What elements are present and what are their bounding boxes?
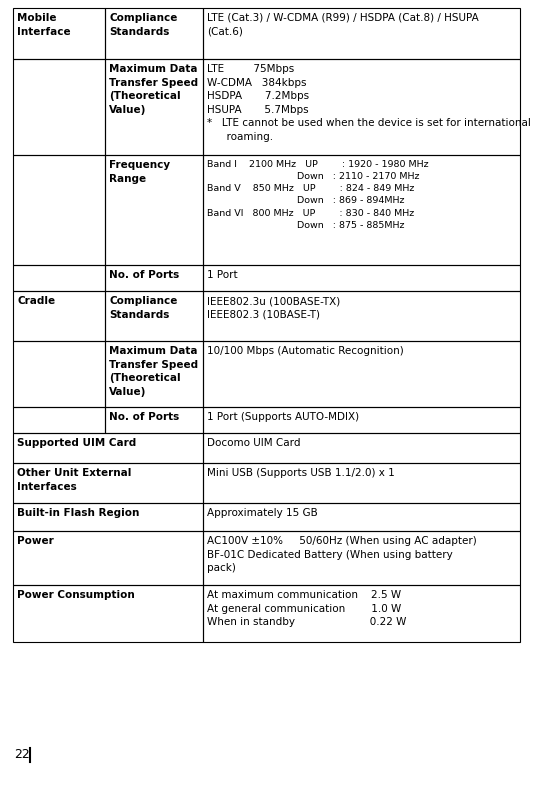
Text: No. of Ports: No. of Ports	[109, 270, 179, 280]
Bar	[105, 341, 203, 407]
Text: IEEE802.3u (100BASE-TX)
IEEE802.3 (10BASE-T): IEEE802.3u (100BASE-TX) IEEE802.3 (10BAS…	[207, 296, 340, 319]
Bar	[203, 8, 520, 59]
Text: LTE (Cat.3) / W-CDMA (R99) / HSDPA (Cat.8) / HSUPA
(Cat.6): LTE (Cat.3) / W-CDMA (R99) / HSDPA (Cat.…	[207, 13, 479, 37]
Text: Power Consumption: Power Consumption	[17, 590, 135, 600]
Bar	[203, 407, 520, 433]
Bar	[203, 341, 520, 407]
Text: 1 Port: 1 Port	[207, 270, 238, 280]
Text: Docomo UIM Card: Docomo UIM Card	[207, 438, 301, 448]
Bar	[105, 59, 203, 155]
Text: Approximately 15 GB: Approximately 15 GB	[207, 508, 318, 518]
Text: Frequency
Range: Frequency Range	[109, 160, 170, 184]
Text: Maximum Data
Transfer Speed
(Theoretical
Value): Maximum Data Transfer Speed (Theoretical…	[109, 64, 198, 114]
Bar	[13, 341, 105, 407]
Text: LTE         75Mbps
W-CDMA   384kbps
HSDPA       7.2Mbps
HSUPA       5.7Mbps
*   : LTE 75Mbps W-CDMA 384kbps HSDPA 7.2Mbps …	[207, 64, 531, 142]
Bar	[203, 433, 520, 463]
Text: 1 Port (Supports AUTO-MDIX): 1 Port (Supports AUTO-MDIX)	[207, 412, 359, 422]
Bar	[13, 463, 203, 503]
Bar	[13, 8, 105, 59]
Text: Band I    2100 MHz   UP        : 1920 - 1980 MHz
                              D: Band I 2100 MHz UP : 1920 - 1980 MHz D	[207, 160, 429, 230]
Bar	[203, 585, 520, 642]
Text: Compliance
Standards: Compliance Standards	[109, 296, 177, 319]
Bar	[203, 155, 520, 265]
Text: No. of Ports: No. of Ports	[109, 412, 179, 422]
Bar	[13, 433, 203, 463]
Bar	[13, 155, 105, 265]
Text: 22: 22	[14, 749, 30, 762]
Bar	[13, 585, 203, 642]
Text: Power: Power	[17, 536, 54, 546]
Bar	[203, 503, 520, 531]
Text: At maximum communication    2.5 W
At general communication        1.0 W
When in : At maximum communication 2.5 W At genera…	[207, 590, 406, 627]
Text: Built-in Flash Region: Built-in Flash Region	[17, 508, 139, 518]
Text: Other Unit External
Interfaces: Other Unit External Interfaces	[17, 468, 131, 491]
Bar	[13, 407, 105, 433]
Bar	[13, 503, 203, 531]
Bar	[13, 265, 105, 291]
Text: Cradle: Cradle	[17, 296, 55, 306]
Bar	[203, 463, 520, 503]
Bar	[105, 407, 203, 433]
Text: 10/100 Mbps (Automatic Recognition): 10/100 Mbps (Automatic Recognition)	[207, 346, 404, 356]
Text: Mobile
Interface: Mobile Interface	[17, 13, 70, 37]
Text: Supported UIM Card: Supported UIM Card	[17, 438, 136, 448]
Bar	[13, 59, 105, 155]
Text: Maximum Data
Transfer Speed
(Theoretical
Value): Maximum Data Transfer Speed (Theoretical…	[109, 346, 198, 397]
Bar	[203, 291, 520, 341]
Bar	[105, 8, 203, 59]
Text: Compliance
Standards: Compliance Standards	[109, 13, 177, 37]
Bar	[105, 155, 203, 265]
Bar	[13, 291, 105, 341]
Text: Mini USB (Supports USB 1.1/2.0) x 1: Mini USB (Supports USB 1.1/2.0) x 1	[207, 468, 395, 478]
Bar	[203, 59, 520, 155]
Bar	[203, 265, 520, 291]
Text: AC100V ±10%     50/60Hz (When using AC adapter)
BF-01C Dedicated Battery (When u: AC100V ±10% 50/60Hz (When using AC adapt…	[207, 536, 477, 573]
Bar	[203, 531, 520, 585]
Bar	[13, 531, 203, 585]
Bar	[105, 265, 203, 291]
Bar	[105, 291, 203, 341]
